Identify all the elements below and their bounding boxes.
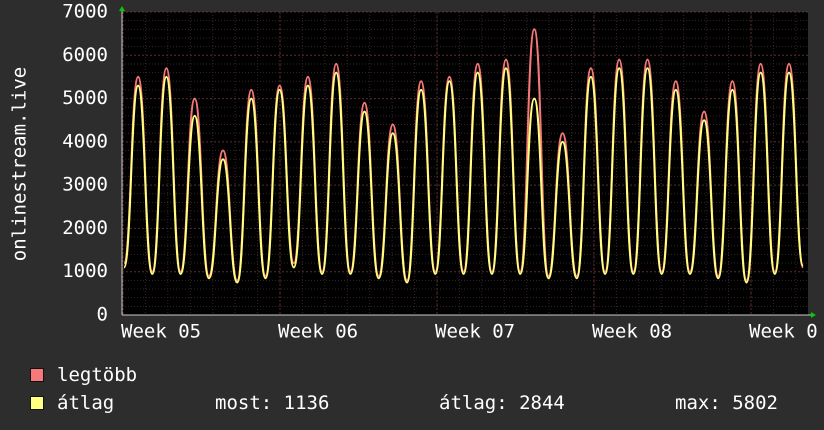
x-tick-label: Week 07: [435, 321, 515, 343]
stat-now: most: 1136: [215, 392, 330, 414]
stat-max: max: 5802: [675, 392, 778, 414]
x-tick-label: Week 0: [749, 321, 818, 343]
legend-item-max: legtöbb: [30, 364, 137, 386]
y-tick-label: 5000: [62, 87, 108, 109]
y-tick-label: 7000: [62, 1, 108, 23]
series-layer: [123, 28, 805, 284]
stat-avg: átlag: 2844: [439, 392, 565, 414]
y-axis-label: onlinestream.live: [9, 67, 31, 261]
legend-label-avg: átlag: [57, 392, 115, 414]
legend-label-max: legtöbb: [57, 364, 138, 386]
series-line: [123, 67, 805, 284]
legend-swatch-max: [30, 368, 44, 382]
x-tick-label: Week 06: [278, 321, 358, 343]
y-tick-label: 0: [97, 304, 108, 326]
legend-item-avg: átlag: [30, 392, 114, 414]
axes: [119, 6, 816, 318]
y-axis-arrow: [119, 6, 125, 11]
legend-swatch-avg: [30, 396, 44, 410]
y-tick-label: 2000: [62, 217, 108, 239]
x-tick-label: Week 05: [121, 321, 201, 343]
y-tick-label: 3000: [62, 174, 108, 196]
y-tick-label: 6000: [62, 44, 108, 66]
x-tick-label: Week 08: [592, 321, 672, 343]
tick-labels: 0 1000 2000 3000 4000 5000 6000 7000 Week 05 Week…: [62, 1, 817, 343]
y-tick-label: 4000: [62, 130, 108, 152]
y-tick-label: 1000: [62, 260, 108, 282]
x-axis-arrow: [811, 312, 816, 318]
